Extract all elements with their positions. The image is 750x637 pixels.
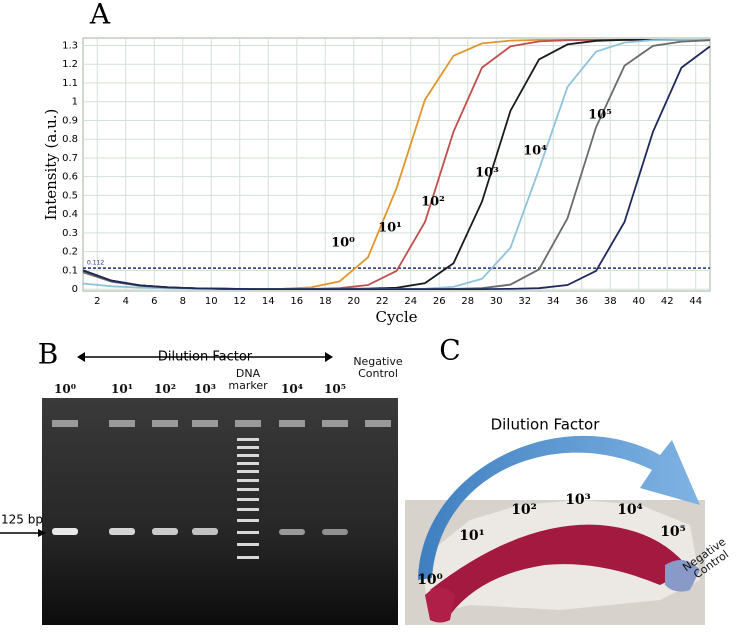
x-tick-label: 16 xyxy=(290,296,303,307)
x-tick-label: 26 xyxy=(433,296,446,307)
curve-label: 10² xyxy=(421,195,445,210)
panel-label: C xyxy=(439,334,460,367)
lane-label: 10¹ xyxy=(111,382,133,396)
curve-label: 10³ xyxy=(475,166,499,181)
y-tick-label: 0.6 xyxy=(62,172,78,183)
x-tick-label: 8 xyxy=(180,296,186,307)
dilution-header: Dilution Factor xyxy=(491,416,601,434)
x-tick-label: 18 xyxy=(319,296,332,307)
x-tick-label: 28 xyxy=(461,296,474,307)
x-tick-label: 4 xyxy=(123,296,129,307)
y-tick-label: 0.8 xyxy=(62,134,78,145)
x-tick-label: 38 xyxy=(604,296,617,307)
y-tick-label: 1 xyxy=(72,97,78,108)
plot-area xyxy=(82,37,711,292)
lane-label: 10⁵ xyxy=(324,382,346,396)
band-size-label: 125 bp xyxy=(1,513,43,527)
x-tick-label: 44 xyxy=(689,296,702,307)
curve-label: 10¹ xyxy=(378,221,402,236)
curve-label: 10⁰ xyxy=(331,236,355,251)
x-tick-label: 24 xyxy=(404,296,417,307)
series-line xyxy=(82,45,711,290)
lane-label: 10² xyxy=(154,382,176,396)
tube-photo xyxy=(405,435,705,625)
y-tick-label: 0.9 xyxy=(62,115,78,126)
x-tick-label: 36 xyxy=(575,296,588,307)
lane-label: 10⁴ xyxy=(281,382,303,396)
x-tick-label: 12 xyxy=(233,296,246,307)
lane-label: 10³ xyxy=(194,382,216,396)
x-axis-label: Cycle xyxy=(375,308,417,326)
x-tick-label: 22 xyxy=(376,296,389,307)
y-tick-label: 1.1 xyxy=(62,78,78,89)
tube-label: 10⁴ xyxy=(617,502,643,518)
panel-label: A xyxy=(89,0,111,31)
x-tick-label: 14 xyxy=(262,296,275,307)
dilution-header: Dilution Factor xyxy=(158,350,253,365)
panel-label: B xyxy=(38,338,59,371)
x-tick-label: 20 xyxy=(347,296,360,307)
curve-label: 10⁴ xyxy=(523,144,547,159)
lane-label: 10⁰ xyxy=(54,382,76,396)
threshold-label: 0.112 xyxy=(87,260,104,267)
y-tick-label: 1.2 xyxy=(62,59,78,70)
y-tick-label: 0.3 xyxy=(62,228,78,239)
y-tick-label: 0.5 xyxy=(62,190,78,201)
tube-label: 10¹ xyxy=(459,528,485,544)
y-tick-label: 0.2 xyxy=(62,247,78,258)
x-tick-label: 10 xyxy=(205,296,218,307)
x-tick-label: 32 xyxy=(518,296,531,307)
y-tick-label: 0.1 xyxy=(62,265,78,276)
y-tick-label: 1.3 xyxy=(62,40,78,51)
tube-label: 10² xyxy=(511,502,537,518)
gel-image xyxy=(0,352,398,625)
tube-label: 10³ xyxy=(565,492,591,508)
x-tick-label: 40 xyxy=(632,296,645,307)
lane-label: Negative Control xyxy=(353,355,403,380)
x-tick-label: 2 xyxy=(94,296,100,307)
y-axis-label: Intensity (a.u.) xyxy=(42,109,60,221)
lane-label: DNA marker xyxy=(228,367,268,392)
curve-label: 10⁵ xyxy=(588,108,612,123)
y-tick-label: 0 xyxy=(72,284,78,295)
x-tick-label: 30 xyxy=(490,296,503,307)
x-tick-label: 42 xyxy=(661,296,674,307)
y-tick-label: 0.7 xyxy=(62,153,78,164)
tube-label: 10⁵ xyxy=(660,524,686,540)
x-tick-label: 34 xyxy=(547,296,560,307)
x-tick-label: 6 xyxy=(151,296,157,307)
tube-label: 10⁰ xyxy=(417,572,443,588)
y-tick-label: 0.4 xyxy=(62,209,78,220)
